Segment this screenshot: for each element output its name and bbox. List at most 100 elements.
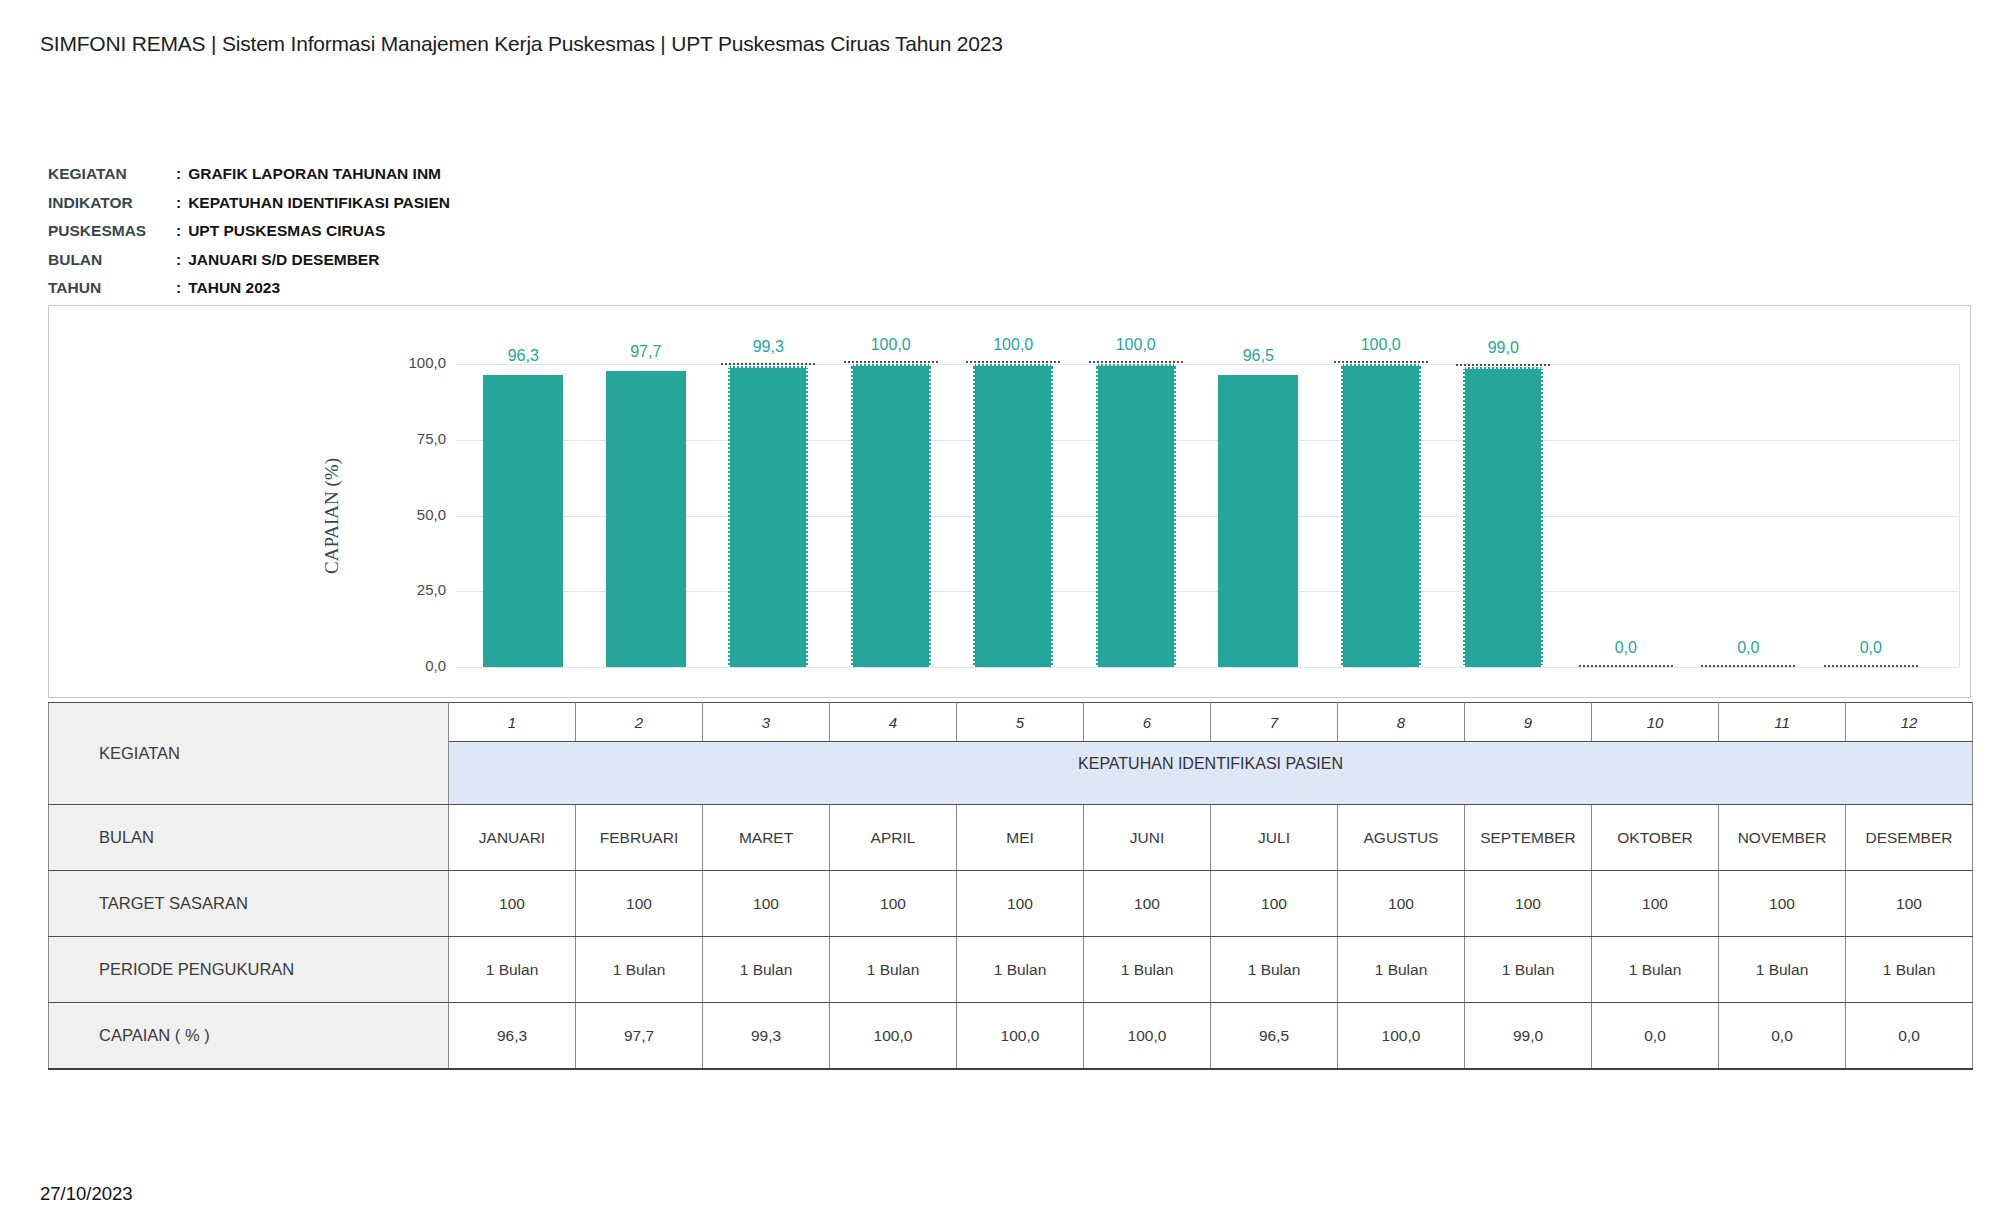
table-cell-capaian-6: 100,0 xyxy=(1084,1003,1211,1070)
table-cell-periode-pengukuran-3: 1 Bulan xyxy=(703,937,830,1003)
table-cell-periode-pengukuran-2: 1 Bulan xyxy=(576,937,703,1003)
table-cell-periode-pengukuran-10: 1 Bulan xyxy=(1592,937,1719,1003)
chart-bar-juli[interactable] xyxy=(1218,375,1298,667)
table-cell-periode-pengukuran-12: 1 Bulan xyxy=(1846,937,1973,1003)
annual-report-chart: CAPAIAN (%) 100,0 75,0 50,0 25,0 0,0 96,397,… xyxy=(48,305,1971,698)
chart-slot-november: 0,0 xyxy=(1687,364,1810,667)
chart-bar-juni[interactable] xyxy=(1096,364,1176,667)
table-col-number-4: 4 xyxy=(830,703,957,742)
table-cell-target-sasaran-4: 100 xyxy=(830,871,957,937)
chart-ytick-25: 25,0 xyxy=(366,581,446,598)
table-cell-bulan-4: APRIL xyxy=(830,805,957,871)
table-cell-periode-pengukuran-7: 1 Bulan xyxy=(1211,937,1338,1003)
chart-bar-april[interactable] xyxy=(851,364,931,667)
table-cell-bulan-11: NOVEMBER xyxy=(1719,805,1846,871)
report-info-row-tahun: TAHUN:TAHUN 2023 xyxy=(48,274,450,303)
chart-slot-oktober: 0,0 xyxy=(1565,364,1688,667)
chart-bar-februari[interactable] xyxy=(606,371,686,667)
chart-slot-mei: 100,0 xyxy=(952,364,1075,667)
chart-bar-value-september: 99,0 xyxy=(1442,339,1565,357)
table-cell-capaian-11: 0,0 xyxy=(1719,1003,1846,1070)
table-cell-target-sasaran-8: 100 xyxy=(1338,871,1465,937)
report-info-label: BULAN xyxy=(48,251,176,269)
report-info-label: KEGIATAN xyxy=(48,165,176,183)
table-cell-bulan-5: MEI xyxy=(957,805,1084,871)
table-cell-periode-pengukuran-5: 1 Bulan xyxy=(957,937,1084,1003)
table-cell-capaian-4: 100,0 xyxy=(830,1003,957,1070)
report-info-colon: : xyxy=(176,279,181,297)
chart-slot-juli: 96,5 xyxy=(1197,364,1320,667)
report-info-value: GRAFIK LAPORAN TAHUNAN INM xyxy=(188,165,441,183)
table-cell-bulan-6: JUNI xyxy=(1084,805,1211,871)
report-table: KEGIATAN123456789101112KEPATUHAN IDENTIF… xyxy=(48,702,1973,1070)
chart-bar-value-januari: 96,3 xyxy=(462,347,585,365)
chart-target-dash-maret xyxy=(721,363,815,365)
report-info-colon: : xyxy=(176,194,181,212)
report-info-colon: : xyxy=(176,165,181,183)
table-cell-periode-pengukuran-1: 1 Bulan xyxy=(449,937,576,1003)
table-col-number-9: 9 xyxy=(1465,703,1592,742)
table-cell-target-sasaran-6: 100 xyxy=(1084,871,1211,937)
table-col-number-6: 6 xyxy=(1084,703,1211,742)
chart-ytick-0: 0,0 xyxy=(366,657,446,674)
table-cell-bulan-2: FEBRUARI xyxy=(576,805,703,871)
report-info-value: JANUARI S/D DESEMBER xyxy=(188,251,379,269)
table-cell-bulan-12: DESEMBER xyxy=(1846,805,1973,871)
chart-bar-maret[interactable] xyxy=(728,366,808,667)
chart-slot-januari: 96,3 xyxy=(462,364,585,667)
chart-bar-value-november: 0,0 xyxy=(1687,639,1810,657)
table-cell-target-sasaran-9: 100 xyxy=(1465,871,1592,937)
app-header-title: SIMFONI REMAS | Sistem Informasi Manajem… xyxy=(40,32,1003,56)
table-cell-capaian-5: 100,0 xyxy=(957,1003,1084,1070)
chart-plot-right-edge xyxy=(1959,364,1960,667)
chart-slot-april: 100,0 xyxy=(830,364,953,667)
report-info-row-puskesmas: PUSKESMAS:UPT PUSKESMAS CIRUAS xyxy=(48,217,450,246)
table-cell-capaian-1: 96,3 xyxy=(449,1003,576,1070)
report-info-row-indikator: INDIKATOR:KEPATUHAN IDENTIFIKASI PASIEN xyxy=(48,189,450,218)
chart-bar-agustus[interactable] xyxy=(1341,364,1421,667)
chart-bar-januari[interactable] xyxy=(483,375,563,667)
table-cell-target-sasaran-10: 100 xyxy=(1592,871,1719,937)
chart-slot-februari: 97,7 xyxy=(585,364,708,667)
table-indicator-cell: KEPATUHAN IDENTIFIKASI PASIEN xyxy=(449,742,1973,805)
chart-target-dash-oktober xyxy=(1579,665,1673,667)
table-cell-capaian-2: 97,7 xyxy=(576,1003,703,1070)
chart-bar-mei[interactable] xyxy=(973,364,1053,667)
chart-bar-value-maret: 99,3 xyxy=(707,338,830,356)
chart-bar-september[interactable] xyxy=(1463,367,1543,667)
table-label-periode-pengukuran: PERIODE PENGUKURAN xyxy=(49,937,449,1003)
chart-slot-september: 99,0 xyxy=(1442,364,1565,667)
chart-target-dash-juni xyxy=(1089,361,1183,363)
chart-ytick-75: 75,0 xyxy=(366,430,446,447)
chart-target-dash-desember xyxy=(1824,665,1918,667)
table-cell-periode-pengukuran-11: 1 Bulan xyxy=(1719,937,1846,1003)
table-col-number-12: 12 xyxy=(1846,703,1973,742)
chart-ytick-50: 50,0 xyxy=(366,506,446,523)
footer-date: 27/10/2023 xyxy=(40,1183,133,1205)
table-cell-capaian-9: 99,0 xyxy=(1465,1003,1592,1070)
chart-y-axis-title: CAPAIAN (%) xyxy=(321,458,343,574)
chart-slot-maret: 99,3 xyxy=(707,364,830,667)
table-cell-capaian-7: 96,5 xyxy=(1211,1003,1338,1070)
table-cell-target-sasaran-11: 100 xyxy=(1719,871,1846,937)
table-row-capaian: CAPAIAN ( % )96,397,799,3100,0100,0100,0… xyxy=(49,1003,1973,1070)
table-label-target-sasaran: TARGET SASARAN xyxy=(49,871,449,937)
table-row-periode-pengukuran: PERIODE PENGUKURAN1 Bulan1 Bulan1 Bulan1… xyxy=(49,937,1973,1003)
table-cell-periode-pengukuran-8: 1 Bulan xyxy=(1338,937,1465,1003)
table-col-number-5: 5 xyxy=(957,703,1084,742)
table-cell-target-sasaran-5: 100 xyxy=(957,871,1084,937)
chart-bars-layer: 96,397,799,3100,0100,0100,096,5100,099,0… xyxy=(462,364,1932,667)
chart-bar-value-mei: 100,0 xyxy=(952,336,1075,354)
table-col-number-11: 11 xyxy=(1719,703,1846,742)
table-row-numbers: KEGIATAN123456789101112 xyxy=(49,703,1973,742)
table-col-number-2: 2 xyxy=(576,703,703,742)
table-cell-bulan-10: OKTOBER xyxy=(1592,805,1719,871)
report-info-value: KEPATUHAN IDENTIFIKASI PASIEN xyxy=(188,194,450,212)
chart-slot-agustus: 100,0 xyxy=(1320,364,1443,667)
table-cell-periode-pengukuran-9: 1 Bulan xyxy=(1465,937,1592,1003)
table-cell-bulan-8: AGUSTUS xyxy=(1338,805,1465,871)
report-info-value: UPT PUSKESMAS CIRUAS xyxy=(188,222,385,240)
table-label-capaian: CAPAIAN ( % ) xyxy=(49,1003,449,1070)
table-cell-bulan-3: MARET xyxy=(703,805,830,871)
report-info-block: KEGIATAN:GRAFIK LAPORAN TAHUNAN INMINDIK… xyxy=(48,160,450,303)
